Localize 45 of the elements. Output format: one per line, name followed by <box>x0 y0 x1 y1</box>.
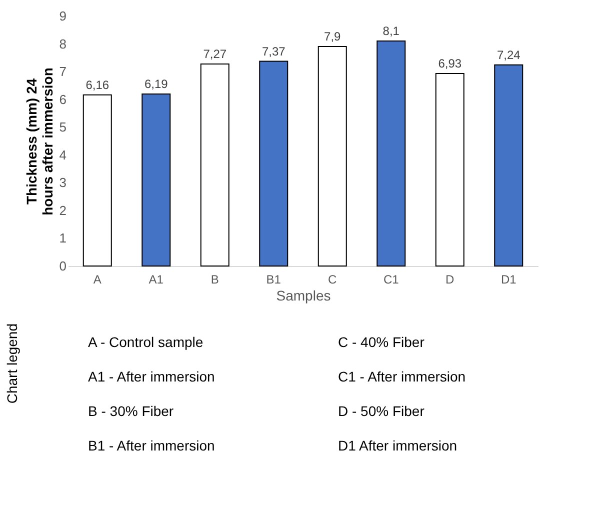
data-label: 7,37 <box>262 44 286 58</box>
x-tick-label: D1 <box>500 272 517 286</box>
text: C1 - After immersion <box>338 368 466 385</box>
x-tick-label: C <box>328 272 338 286</box>
text: B1 - After immersion <box>88 438 215 454</box>
text: D - 50% Fiber <box>338 403 425 420</box>
x-tick-label: C1 <box>383 272 400 286</box>
text: C - 40% Fiber <box>338 334 425 350</box>
data-label: 6,19 <box>144 77 168 92</box>
x-tick-label: B <box>210 272 219 286</box>
y-tick-label: 7 <box>59 64 66 80</box>
y-tick-label: 8 <box>59 36 66 52</box>
bar <box>435 73 464 266</box>
x-tick-label: B1 <box>266 272 282 286</box>
bar <box>318 46 347 266</box>
data-label: 8,1 <box>382 24 400 38</box>
y-tick-label: 4 <box>59 147 66 162</box>
y-tick-label: 6 <box>59 92 66 107</box>
data-label: 7,24 <box>496 48 521 62</box>
bar <box>142 94 171 266</box>
y-axis-title: Thickness (mm) 24 hours after immersion <box>23 68 56 216</box>
x-tick-label: A1 <box>148 272 164 286</box>
y-tick-label: 2 <box>59 202 66 218</box>
bar <box>82 94 112 266</box>
bar <box>200 64 230 266</box>
bar <box>259 60 288 266</box>
text: B - 30% Fiber <box>88 403 174 420</box>
y-tick-label: 9 <box>59 8 66 24</box>
bar <box>376 40 406 266</box>
data-label: 7,9 <box>324 30 342 44</box>
text: A - Control sample <box>88 334 204 350</box>
text: Chart legend <box>4 323 20 404</box>
y-tick-label: 5 <box>59 120 66 135</box>
x-tick-label: A <box>93 272 102 286</box>
y-tick-label: 0 <box>59 258 66 274</box>
x-axis-title: Samples <box>276 288 331 304</box>
y-tick-label: 1 <box>59 230 66 246</box>
bar <box>494 64 524 266</box>
text: D1 After immersion <box>338 438 458 454</box>
data-label: 6,93 <box>438 56 462 70</box>
data-label: 6,16 <box>86 78 110 92</box>
y-tick-label: 3 <box>59 175 66 190</box>
data-label: 7,27 <box>203 47 227 62</box>
text: A1 - After immersion <box>88 368 215 385</box>
x-tick-label: D <box>446 272 455 286</box>
